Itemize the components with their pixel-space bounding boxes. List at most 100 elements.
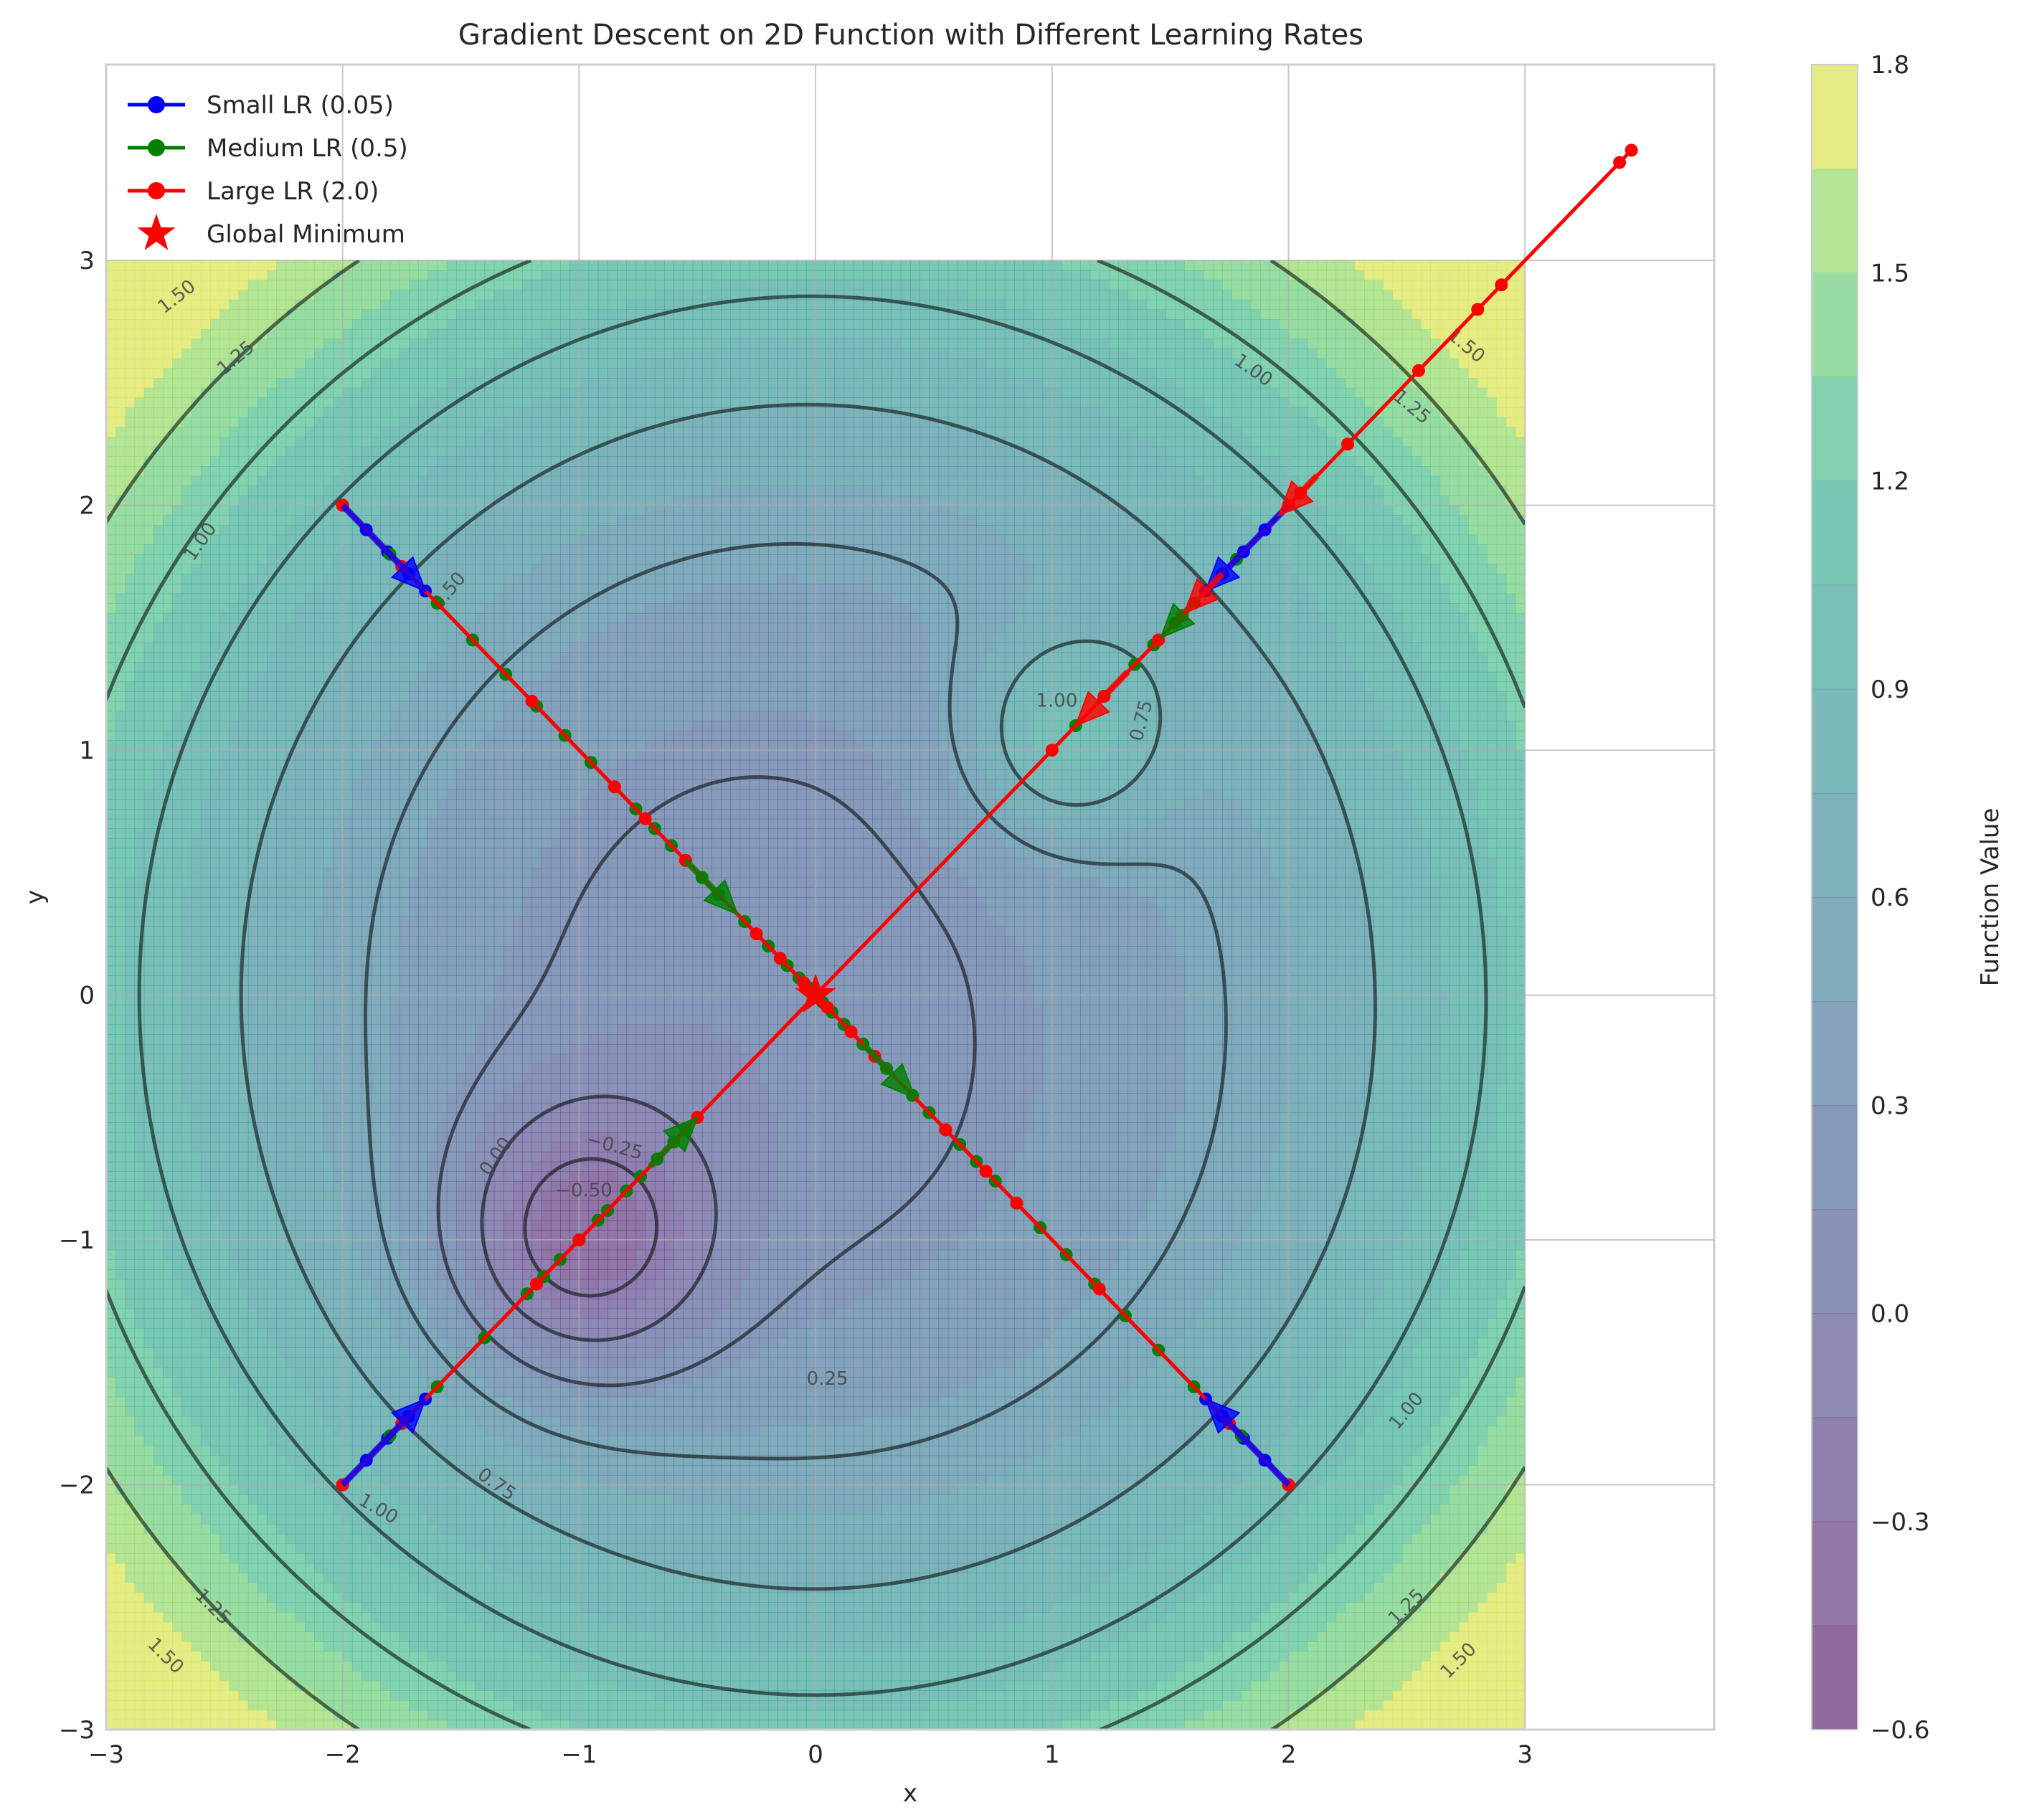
contour-cell bbox=[484, 319, 495, 330]
contour-cell bbox=[257, 495, 268, 506]
contour-cell bbox=[1458, 270, 1469, 281]
contour-cell bbox=[200, 407, 211, 418]
contour-cell bbox=[597, 485, 608, 496]
contour-cell bbox=[1354, 485, 1365, 496]
contour-cell bbox=[200, 544, 211, 555]
contour-cell bbox=[787, 456, 798, 467]
contour-cell bbox=[257, 338, 268, 349]
contour-cell bbox=[1004, 387, 1015, 398]
contour-cell bbox=[1241, 466, 1252, 477]
contour-cell bbox=[1373, 554, 1384, 565]
contour-cell bbox=[626, 515, 637, 526]
contour-cell bbox=[163, 515, 173, 526]
contour-cell bbox=[1383, 495, 1394, 506]
contour-cell bbox=[437, 564, 448, 574]
contour-cell bbox=[134, 280, 145, 290]
contour-cell bbox=[588, 349, 599, 359]
contour-cell bbox=[635, 475, 646, 486]
contour-cell bbox=[247, 349, 258, 359]
contour-cell bbox=[361, 554, 372, 565]
contour-cell bbox=[522, 299, 533, 311]
contour-cell bbox=[635, 349, 646, 359]
contour-cell bbox=[181, 338, 192, 349]
contour-cell bbox=[701, 368, 712, 379]
contour-cell bbox=[664, 446, 674, 457]
contour-cell bbox=[1089, 349, 1100, 359]
contour-cell bbox=[739, 309, 750, 320]
contour-cell bbox=[191, 387, 202, 398]
contour-cell bbox=[957, 368, 968, 379]
contour-cell bbox=[342, 280, 353, 290]
contour-cell bbox=[1137, 368, 1148, 379]
contour-cell bbox=[995, 397, 1006, 408]
contour-cell bbox=[919, 466, 930, 477]
contour-cell bbox=[683, 495, 694, 506]
contour-cell bbox=[1241, 358, 1252, 369]
contour-cell bbox=[1089, 387, 1100, 398]
contour-cell bbox=[550, 387, 561, 398]
contour-cell bbox=[1033, 574, 1044, 584]
contour-cell bbox=[853, 260, 864, 271]
contour-cell bbox=[181, 309, 192, 320]
contour-cell bbox=[985, 349, 996, 359]
contour-cell bbox=[891, 378, 902, 389]
contour-cell bbox=[191, 505, 202, 516]
contour-cell bbox=[1326, 260, 1337, 271]
contour-cell bbox=[957, 387, 968, 398]
contour-cell bbox=[711, 309, 722, 320]
contour-cell bbox=[181, 554, 192, 565]
contour-cell bbox=[1127, 260, 1138, 271]
contour-cell bbox=[1137, 358, 1148, 369]
contour-cell bbox=[1099, 299, 1110, 311]
contour-cell bbox=[409, 446, 419, 457]
contour-cell bbox=[664, 574, 674, 584]
contour-cell bbox=[976, 349, 987, 359]
contour-cell bbox=[1477, 387, 1488, 398]
contour-cell bbox=[1345, 534, 1356, 545]
contour-cell bbox=[588, 456, 599, 467]
contour-cell bbox=[985, 328, 996, 340]
contour-cell bbox=[1496, 299, 1507, 311]
contour-cell bbox=[957, 505, 968, 516]
contour-cell bbox=[1430, 417, 1441, 427]
contour-cell bbox=[1118, 328, 1128, 340]
contour-cell bbox=[730, 446, 741, 457]
contour-cell bbox=[805, 417, 816, 427]
contour-cell bbox=[371, 485, 382, 496]
contour-cell bbox=[503, 554, 514, 565]
contour-cell bbox=[1004, 544, 1015, 555]
contour-cell bbox=[371, 358, 382, 369]
contour-cell bbox=[1364, 466, 1374, 477]
contour-cell bbox=[834, 280, 845, 290]
contour-cell bbox=[976, 299, 987, 311]
contour-cell bbox=[181, 495, 192, 506]
contour-cell bbox=[881, 309, 892, 320]
contour-cell bbox=[1477, 515, 1488, 526]
contour-cell bbox=[768, 485, 778, 496]
contour-cell bbox=[1335, 397, 1346, 408]
contour-cell bbox=[1279, 466, 1290, 477]
contour-cell bbox=[361, 456, 372, 467]
contour-cell bbox=[1146, 485, 1157, 496]
contour-cell bbox=[1231, 524, 1242, 536]
contour-cell bbox=[134, 309, 145, 320]
contour-cell bbox=[446, 417, 457, 427]
contour-cell bbox=[825, 368, 836, 379]
contour-cell bbox=[1487, 358, 1498, 369]
contour-cell bbox=[513, 524, 523, 536]
contour-cell bbox=[1080, 466, 1091, 477]
contour-cell bbox=[853, 446, 864, 457]
contour-cell bbox=[1269, 349, 1280, 359]
contour-cell bbox=[683, 544, 694, 555]
contour-cell bbox=[304, 574, 315, 584]
contour-cell bbox=[106, 319, 116, 330]
contour-cell bbox=[541, 515, 552, 526]
contour-cell bbox=[1345, 475, 1356, 486]
contour-cell bbox=[919, 446, 930, 457]
contour-cell bbox=[153, 319, 164, 330]
contour-cell bbox=[967, 495, 977, 506]
contour-cell bbox=[172, 368, 183, 379]
contour-cell bbox=[929, 554, 940, 565]
contour-cell bbox=[323, 397, 334, 408]
contour-cell bbox=[569, 378, 580, 389]
